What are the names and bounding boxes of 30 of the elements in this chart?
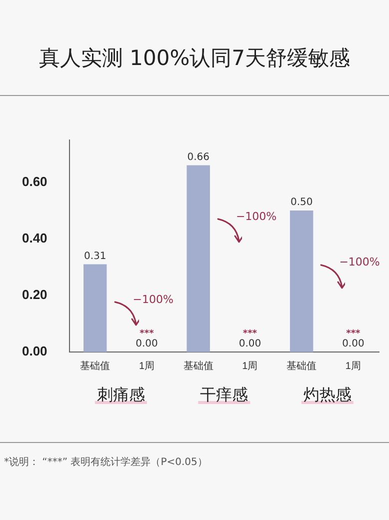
- data-label: 0.66: [187, 152, 210, 163]
- bar: [290, 210, 314, 352]
- y-tick-label: 0.60: [22, 174, 48, 189]
- data-label: 0.50: [290, 197, 313, 208]
- text: 刺痛感: [96, 385, 145, 404]
- text: *说明： “***” 表明有统计学差异（P<0.05）: [4, 456, 208, 469]
- chart-title: 真人实测 100%认同7天舒缓敏感: [38, 45, 352, 72]
- x-tick-label: 基础值: [286, 360, 317, 372]
- y-tick-label: 0.20: [22, 286, 48, 302]
- y-tick-label: 0.40: [22, 230, 48, 246]
- x-tick-label: 1周: [242, 360, 258, 372]
- bar: [83, 264, 107, 352]
- data-label: 0.00: [342, 338, 364, 350]
- x-tick-label: 1周: [345, 360, 361, 372]
- x-tick-label: 1周: [138, 360, 155, 372]
- x-tick-label: 基础值: [183, 360, 214, 372]
- text: 干痒感: [200, 385, 248, 404]
- x-tick-label: 基础值: [80, 360, 110, 372]
- data-label: 0.31: [84, 250, 106, 262]
- annotation: ***: [242, 328, 258, 339]
- annotation: ***: [140, 328, 154, 339]
- y-tick-label: 0.00: [22, 344, 48, 359]
- annotation: −100%: [339, 255, 380, 268]
- bar: [186, 165, 210, 352]
- annotation: −100%: [236, 210, 277, 224]
- annotation: −100%: [132, 292, 174, 306]
- annotation: ***: [346, 328, 361, 339]
- text: 灼热感: [303, 385, 352, 404]
- data-label: 0.00: [136, 338, 158, 350]
- data-label: 0.00: [238, 338, 262, 350]
